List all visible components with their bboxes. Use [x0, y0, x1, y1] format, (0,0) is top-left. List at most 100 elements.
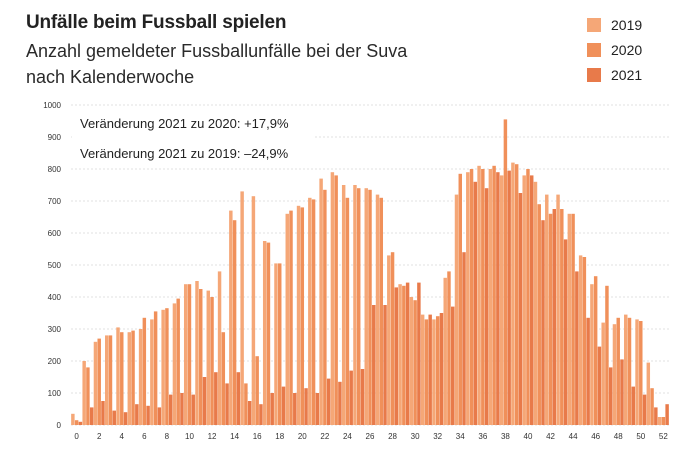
bar-2021-week-30: [417, 282, 421, 425]
chart-subtitle-line2: nach Kalenderwoche: [26, 67, 195, 87]
x-tick-label-28: 28: [388, 432, 397, 441]
y-tick-label-200: 200: [48, 357, 62, 366]
bar-2021-week-15: [247, 401, 252, 425]
x-tick-label-0: 0: [74, 432, 79, 441]
bar-2019-week-44: [567, 213, 572, 425]
bar-2021-week-16: [259, 404, 263, 425]
x-axis-ticks: 0 2 4 6 8 10 12 14 16 18 20 22 24 26 28 30 32 34 36 38 40 42 4…: [74, 432, 668, 441]
bar-2021-week-13: [225, 383, 229, 425]
x-tick-label-46: 46: [591, 432, 600, 441]
bar-2021-week-24: [349, 370, 353, 425]
bar-2019-week-36: [477, 165, 481, 426]
bar-2019-week-2: [93, 341, 98, 425]
chart-subtitle-line1: Anzahl gemeldeter Fussballunfälle bei de…: [26, 41, 408, 61]
bar-2020-week-8: [165, 308, 169, 425]
bar-2020-week-48: [616, 317, 620, 425]
bar-2021-week-21: [315, 393, 320, 425]
bar-2019-week-17: [262, 241, 267, 425]
bar-2019-week-3: [105, 335, 109, 425]
x-tick-label-38: 38: [501, 432, 510, 441]
bar-2020-week-42: [548, 213, 553, 425]
bar-2019-week-18: [274, 263, 278, 425]
bar-2021-week-20: [304, 388, 308, 425]
bar-2020-week-3: [108, 335, 113, 425]
x-tick-label-42: 42: [546, 432, 555, 441]
y-axis-ticks: 0 100 200 300 400 500 600 700 800 900 1000: [43, 101, 61, 430]
bar-2021-week-47: [608, 367, 613, 425]
bar-2021-week-35: [473, 181, 478, 425]
bar-2021-week-41: [541, 220, 545, 425]
bar-2021-week-9: [180, 393, 184, 425]
bar-2020-week-12: [210, 297, 214, 425]
bar-2019-week-8: [161, 309, 165, 425]
y-tick-label-600: 600: [48, 229, 62, 238]
bar-2019-week-37: [488, 169, 493, 425]
x-tick-label-22: 22: [320, 432, 329, 441]
bar-2020-week-13: [221, 332, 226, 425]
bar-2021-week-51: [654, 407, 658, 425]
bar-2020-week-14: [232, 220, 237, 425]
x-tick-label-4: 4: [120, 432, 125, 441]
bar-2019-week-19: [285, 213, 289, 425]
x-tick-label-18: 18: [275, 432, 284, 441]
bar-2019-week-52: [657, 417, 662, 425]
bar-2021-week-18: [281, 386, 286, 425]
bar-2019-week-51: [646, 362, 651, 425]
bar-2020-week-23: [334, 175, 338, 425]
bar-2019-week-27: [375, 194, 380, 425]
bar-2019-week-6: [138, 329, 143, 425]
x-tick-label-32: 32: [433, 432, 442, 441]
bar-2021-week-48: [620, 359, 624, 425]
legend-item-2019: 2019: [587, 12, 642, 37]
bar-2019-week-15: [240, 191, 244, 425]
bar-2019-week-38: [499, 175, 504, 425]
bar-2020-week-30: [413, 300, 417, 425]
bar-2019-week-23: [330, 172, 335, 425]
bar-2021-week-37: [496, 172, 500, 425]
bar-2019-week-4: [116, 327, 120, 425]
bar-2019-week-28: [387, 255, 391, 425]
x-tick-label-30: 30: [411, 432, 420, 441]
bar-2021-week-31: [428, 314, 432, 425]
bar-2020-week-18: [278, 263, 282, 425]
bars: [71, 119, 669, 426]
bar-2021-week-42: [552, 209, 557, 425]
bar-2020-week-32: [435, 316, 440, 425]
bar-2020-week-46: [593, 276, 598, 425]
bar-2020-week-37: [492, 165, 496, 426]
bar-2020-week-35: [469, 169, 474, 425]
x-tick-label-50: 50: [636, 432, 645, 441]
x-tick-label-10: 10: [185, 432, 194, 441]
bar-2019-week-25: [353, 185, 357, 425]
bar-2020-week-44: [571, 213, 575, 425]
annotation-change-2019: Veränderung 2021 zu 2019: –24,9%: [80, 146, 289, 161]
bar-2021-week-34: [462, 252, 466, 425]
bar-2019-week-47: [601, 322, 605, 425]
bar-2020-week-2: [97, 338, 101, 425]
bar-2019-week-0: [71, 413, 75, 425]
x-tick-label-52: 52: [659, 432, 668, 441]
bar-2019-week-12: [206, 290, 211, 425]
bar-2020-week-22: [323, 189, 327, 425]
bar-2019-week-7: [150, 319, 154, 425]
y-tick-label-400: 400: [48, 293, 62, 302]
bar-2021-week-46: [597, 346, 602, 425]
bar-2020-week-25: [356, 188, 361, 425]
bar-2021-week-6: [146, 405, 150, 425]
bar-2021-week-44: [575, 271, 579, 425]
bar-2019-week-33: [443, 277, 447, 425]
x-tick-label-16: 16: [253, 432, 262, 441]
legend-item-2020: 2020: [587, 37, 642, 62]
bar-2021-week-3: [112, 410, 116, 425]
legend: 2019 2020 2021: [587, 12, 642, 87]
y-tick-label-1000: 1000: [43, 101, 61, 110]
y-tick-label-700: 700: [48, 197, 62, 206]
bar-2019-week-43: [556, 194, 560, 425]
bar-2021-week-40: [529, 175, 534, 425]
bar-2021-week-50: [642, 394, 647, 425]
x-tick-label-36: 36: [478, 432, 487, 441]
bar-2021-week-11: [202, 377, 207, 425]
bar-2021-week-39: [518, 193, 523, 425]
bar-2019-week-46: [590, 284, 594, 425]
bar-2019-week-45: [578, 255, 583, 425]
